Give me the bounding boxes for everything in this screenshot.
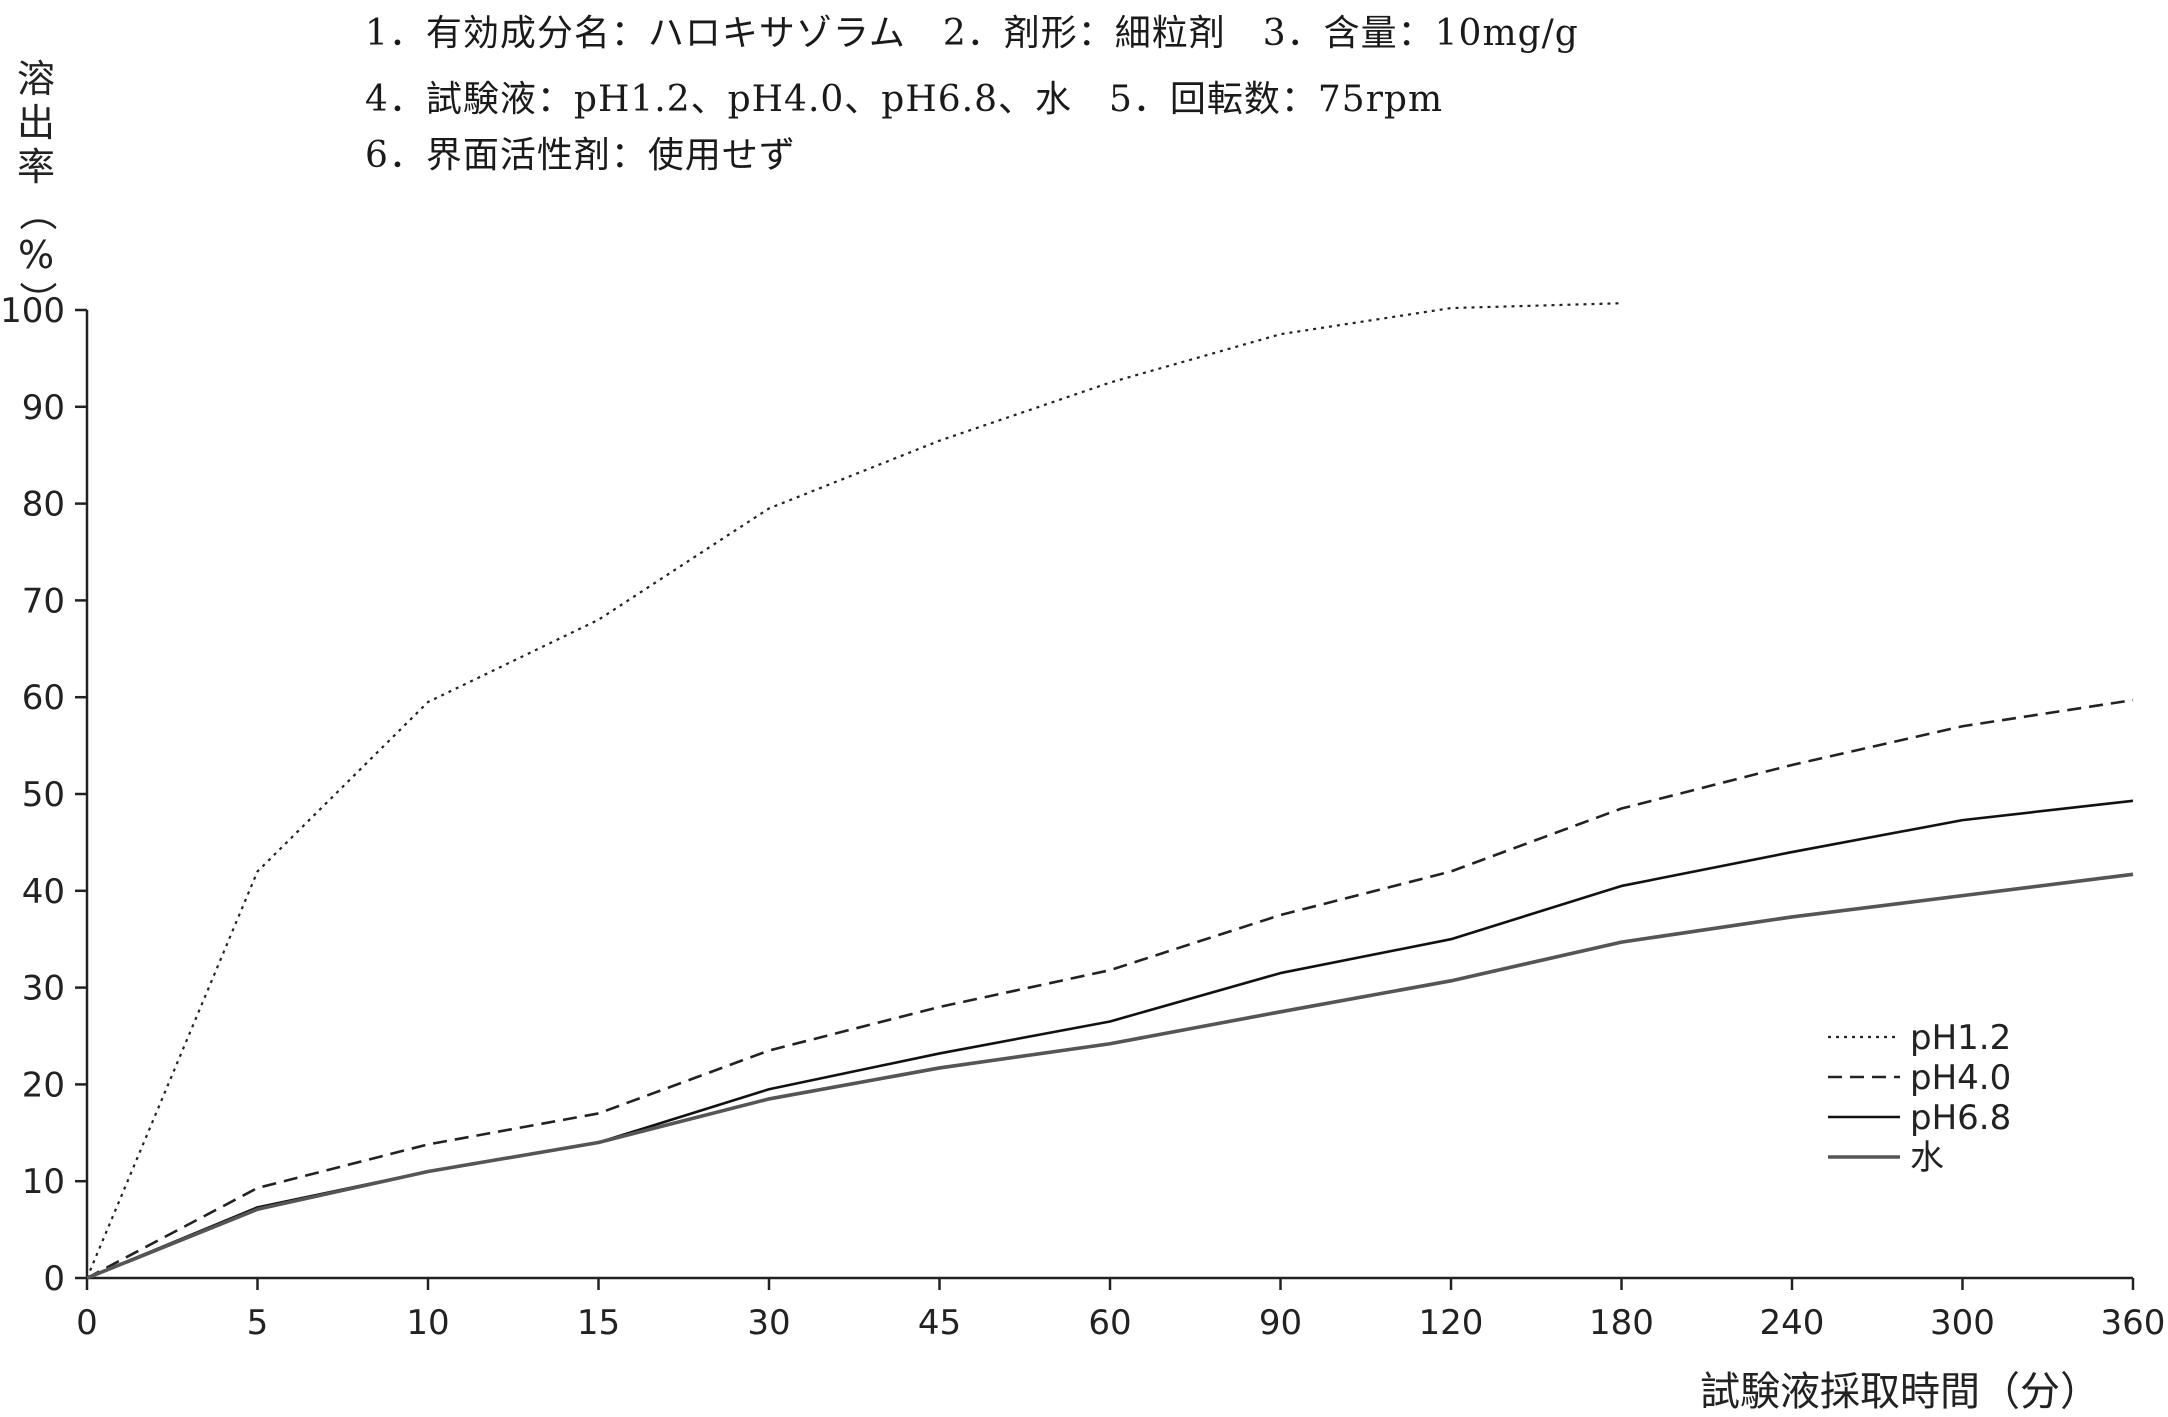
series-line-3: [86, 872, 2134, 1280]
y-tick-label: 50: [22, 775, 65, 815]
y-tick-label: 100: [0, 291, 65, 331]
legend-label: pH1.2: [1910, 1018, 2011, 1058]
y-tick-label: 70: [22, 581, 65, 621]
x-tick-label: 30: [747, 1303, 790, 1343]
condition-line-1: 1．有効成分名：ハロキサゾラム 2．剤形：細粒剤 3．含量：10mg/g: [365, 13, 1579, 54]
condition-line-2: 4．試験液：pH1.2、pH4.0、pH6.8、水 5．回転数：75rpm: [365, 79, 1444, 120]
y-tick-label: 30: [22, 969, 65, 1009]
y-tick-label: 10: [22, 1162, 65, 1202]
x-tick-label: 45: [918, 1303, 961, 1343]
x-tick-label: 60: [1088, 1303, 1131, 1343]
y-tick-label: 60: [22, 678, 65, 718]
x-tick-label: 360: [2101, 1303, 2166, 1343]
condition-line-3: 6．界面活性剤：使用せず: [365, 135, 796, 176]
y-axis-ticks: 0 10 20 30 40 50 60 70 80 90 100: [0, 291, 87, 1299]
x-axis-ticks: 0 5 10 15 30 45 60 90 120 180 240 300 360: [76, 1278, 2165, 1343]
y-axis-title-char: 溶: [17, 57, 55, 101]
x-tick-label: 300: [1930, 1303, 1995, 1343]
y-axis-title-char: （: [15, 193, 59, 231]
series-line-0: [85, 302, 1622, 1279]
y-tick-label: 80: [22, 485, 65, 525]
y-axis-title-char: 率: [17, 145, 55, 189]
y-tick-label: 90: [22, 388, 65, 428]
x-axis-title: 試験液採取時間（分）: [1700, 1369, 2100, 1415]
legend-label: 水: [1910, 1138, 1944, 1178]
x-tick-label: 10: [406, 1303, 449, 1343]
x-tick-label: 90: [1259, 1303, 1302, 1343]
series-line-2: [86, 799, 2134, 1280]
legend-label: pH4.0: [1910, 1058, 2011, 1098]
x-tick-label: 240: [1760, 1303, 1825, 1343]
series-lines: [85, 302, 2134, 1280]
x-tick-label: 15: [577, 1303, 620, 1343]
series-line-1: [86, 698, 2134, 1280]
x-tick-label: 120: [1419, 1303, 1484, 1343]
x-tick-label: 0: [76, 1303, 98, 1343]
y-axis-title-char: ）: [15, 281, 59, 319]
y-axis-title-char: 出: [17, 101, 55, 145]
legend-label: pH6.8: [1910, 1098, 2011, 1138]
y-tick-label: 20: [22, 1065, 65, 1105]
y-axis-title: 溶出率 （% ）: [15, 57, 59, 319]
x-tick-label: 180: [1589, 1303, 1654, 1343]
y-axis-title-char: %: [18, 233, 54, 277]
x-tick-label: 5: [247, 1303, 269, 1343]
y-tick-label: 0: [43, 1259, 65, 1299]
y-tick-label: 40: [22, 872, 65, 912]
